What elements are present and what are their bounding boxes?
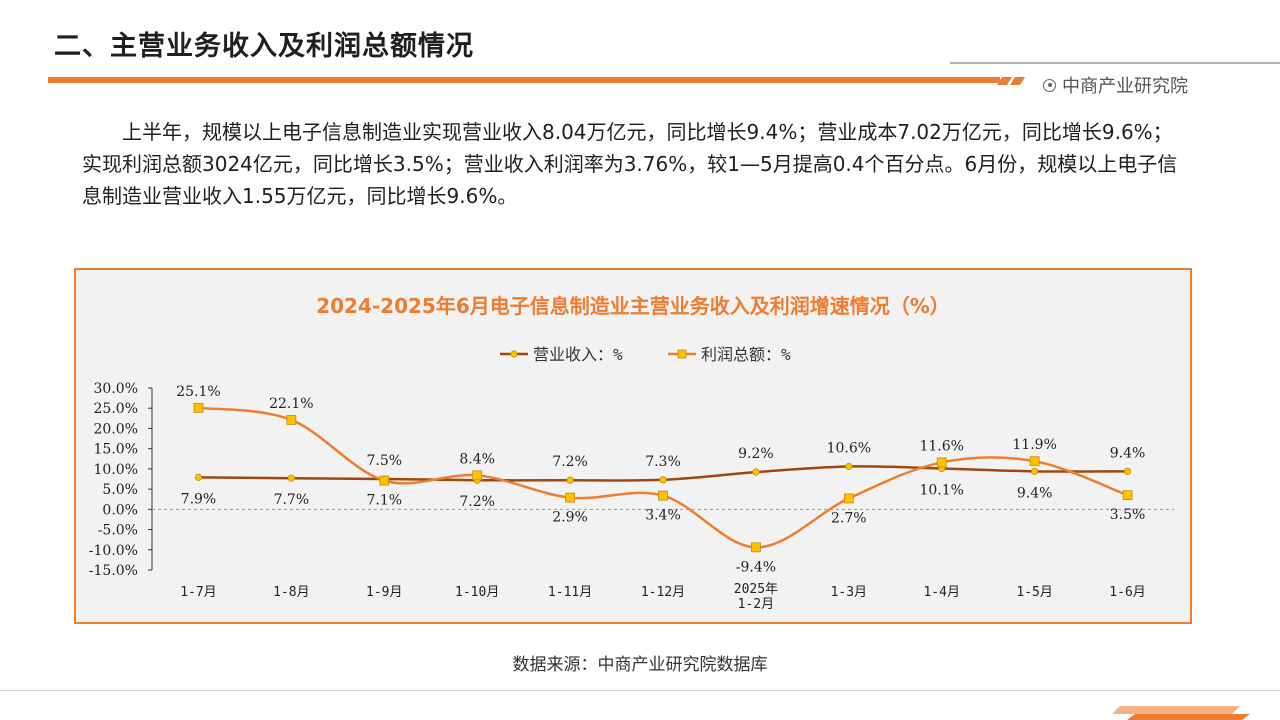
revenue-point <box>845 462 853 471</box>
profit-point <box>193 402 204 413</box>
x-tick-label: 1-4月 <box>923 585 959 600</box>
x-tick-label: 1-3月 <box>831 585 867 600</box>
revenue-data-label: 7.3% <box>645 454 681 470</box>
x-tick-label: 1-10月 <box>455 585 499 600</box>
profit-data-label: 11.9% <box>1012 437 1056 453</box>
profit-data-label: 25.1% <box>176 384 220 400</box>
revenue-data-label: 7.5% <box>366 453 402 469</box>
profit-point <box>751 542 761 553</box>
profit-data-label: 2.9% <box>552 510 588 526</box>
y-tick-label: 5.0% <box>102 482 138 498</box>
data-source: 数据来源：中商产业研究院数据库 <box>512 655 768 675</box>
x-tick-label: 1-9月 <box>366 585 402 600</box>
y-tick-label: 30.0% <box>94 381 138 397</box>
x-tick-label: 1-5月 <box>1016 585 1052 600</box>
revenue-point <box>659 476 667 484</box>
x-tick-label: 1-11月 <box>548 585 592 600</box>
revenue-point <box>287 474 295 482</box>
legend-label-revenue: 营业收入：% <box>533 345 623 364</box>
profit-data-label: 8.4% <box>459 451 495 467</box>
page-title: 二、主营业务收入及利润总额情况 <box>54 31 474 62</box>
brand-name: 中商产业研究院 <box>1062 76 1188 97</box>
brand-label: 中商产业研究院 <box>1043 72 1188 98</box>
y-tick-label: 15.0% <box>94 442 138 458</box>
profit-data-label: 22.1% <box>269 396 313 412</box>
revenue-data-label: 7.7% <box>274 492 310 508</box>
revenue-point <box>752 468 760 476</box>
y-tick-label: 0.0% <box>102 502 138 518</box>
chart-container: 2024-2025年6月电子信息制造业主营业务收入及利润增速情况（%） 营业收入：… <box>74 268 1192 624</box>
x-tick-label: 1-6月 <box>1109 585 1145 600</box>
title-decoration <box>48 62 1280 85</box>
x-tick-label: 1-12月 <box>641 585 685 600</box>
revenue-data-label: 7.2% <box>552 454 588 470</box>
profit-data-label: -9.4% <box>736 559 776 575</box>
profit-data-label: 2.7% <box>831 510 867 526</box>
revenue-data-label: 10.6% <box>827 440 871 456</box>
y-tick-label: 25.0% <box>94 401 138 417</box>
revenue-point <box>194 473 203 481</box>
profit-point <box>843 493 854 504</box>
legend-marker-profit <box>677 349 687 359</box>
profit-point <box>658 490 668 501</box>
profit-point <box>565 492 575 503</box>
chart-title: 2024-2025年6月电子信息制造业主营业务收入及利润增速情况（%） <box>316 294 950 318</box>
revenue-data-label: 7.2% <box>459 494 495 510</box>
x-tick-label: 1-7月 <box>180 585 216 600</box>
y-tick-label: 20.0% <box>94 421 138 437</box>
revenue-data-label: 9.4% <box>1110 445 1146 461</box>
legend-label-profit: 利润总额：% <box>701 345 791 364</box>
legend-marker-revenue <box>510 350 518 358</box>
profit-data-label: 3.5% <box>1110 507 1146 523</box>
x-tick-label: 1-8月 <box>273 585 309 600</box>
revenue-data-label: 7.9% <box>181 491 217 507</box>
profit-point <box>472 470 483 481</box>
x-tick-label: 2025年 1-2月 <box>734 582 778 612</box>
y-tick-label: -10.0% <box>89 543 138 559</box>
revenue-data-label: 9.4% <box>1017 485 1053 501</box>
summary-paragraph: 上半年，规模以上电子信息制造业实现营业收入8.04万亿元，同比增长9.4%；营业… <box>82 120 1178 208</box>
brand-logo-icon <box>1043 78 1056 92</box>
profit-point <box>286 415 297 425</box>
y-tick-label: 10.0% <box>94 462 138 478</box>
profit-point <box>1029 456 1040 467</box>
profit-point <box>936 457 947 468</box>
revenue-point <box>1123 467 1132 475</box>
profit-data-label: 7.1% <box>366 493 402 509</box>
footer-decoration <box>0 690 1280 720</box>
profit-data-label: 11.6% <box>919 438 963 454</box>
y-tick-label: -15.0% <box>89 563 138 579</box>
line-chart: 2024-2025年6月电子信息制造业主营业务收入及利润增速情况（%） 营业收入：… <box>89 294 1174 612</box>
profit-point <box>379 475 390 486</box>
profit-data-label: 3.4% <box>645 508 681 524</box>
revenue-data-label: 10.1% <box>919 482 963 498</box>
revenue-data-label: 9.2% <box>738 446 774 462</box>
revenue-point <box>566 476 574 484</box>
revenue-point <box>1031 467 1039 475</box>
profit-point <box>1122 490 1133 501</box>
y-tick-label: -5.0% <box>98 523 138 539</box>
